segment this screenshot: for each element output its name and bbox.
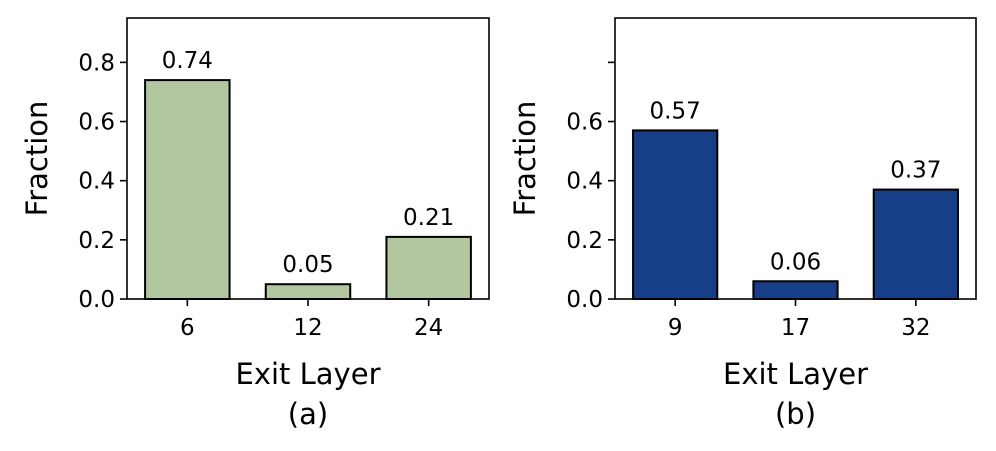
bar-b-9: [632, 129, 719, 300]
y-tick-label: 0.4: [566, 169, 603, 195]
y-axis-label: Fraction: [508, 101, 542, 217]
plot-frame: [614, 17, 977, 300]
bar-a-12: [264, 283, 352, 301]
x-tick-label: 32: [901, 315, 930, 341]
data-label-b-9: 0.57: [650, 98, 701, 124]
y-tick-label: 0.8: [78, 50, 115, 76]
bar-b-32: [872, 188, 959, 300]
subplot-label: (a): [288, 397, 328, 431]
y-tick-label: 0.6: [78, 110, 115, 136]
subplot-label: (b): [775, 397, 816, 431]
x-tick-label: 9: [668, 315, 683, 341]
subplot-a: 0.74 6 0.05 12 0.21 24 0.0 0.2 0.4 0.6 0.8 Fraction…: [20, 17, 490, 431]
x-axis-label: Exit Layer: [723, 357, 868, 391]
y-tick-label: 0.0: [78, 287, 115, 313]
bar-a-6: [144, 79, 231, 301]
plot-frame: [126, 17, 490, 300]
y-tick-label: 0.6: [566, 110, 603, 136]
y-tick-label: 0.0: [566, 287, 603, 313]
bar-b-17: [752, 280, 839, 300]
x-tick-label: 17: [781, 315, 810, 341]
data-label-b-32: 0.37: [890, 158, 941, 184]
y-tick-label: 0.4: [78, 169, 115, 195]
subplot-b: 0.57 9 0.06 17 0.37 32 0.0 0.2 0.4 0.6 Fraction Exi…: [508, 17, 977, 431]
y-tick-label: 0.2: [78, 228, 115, 254]
x-tick-label: 24: [414, 315, 443, 341]
y-tick-label: 0.2: [566, 228, 603, 254]
bar-a-24: [385, 235, 472, 301]
x-tick-label: 12: [293, 315, 322, 341]
data-label-a-24: 0.21: [403, 205, 454, 231]
x-tick-label: 6: [180, 315, 195, 341]
x-axis-label: Exit Layer: [236, 357, 381, 391]
data-label-b-17: 0.06: [770, 249, 821, 275]
y-axis-label: Fraction: [20, 101, 54, 217]
data-label-a-12: 0.05: [282, 252, 333, 278]
data-label-a-6: 0.74: [162, 48, 213, 74]
